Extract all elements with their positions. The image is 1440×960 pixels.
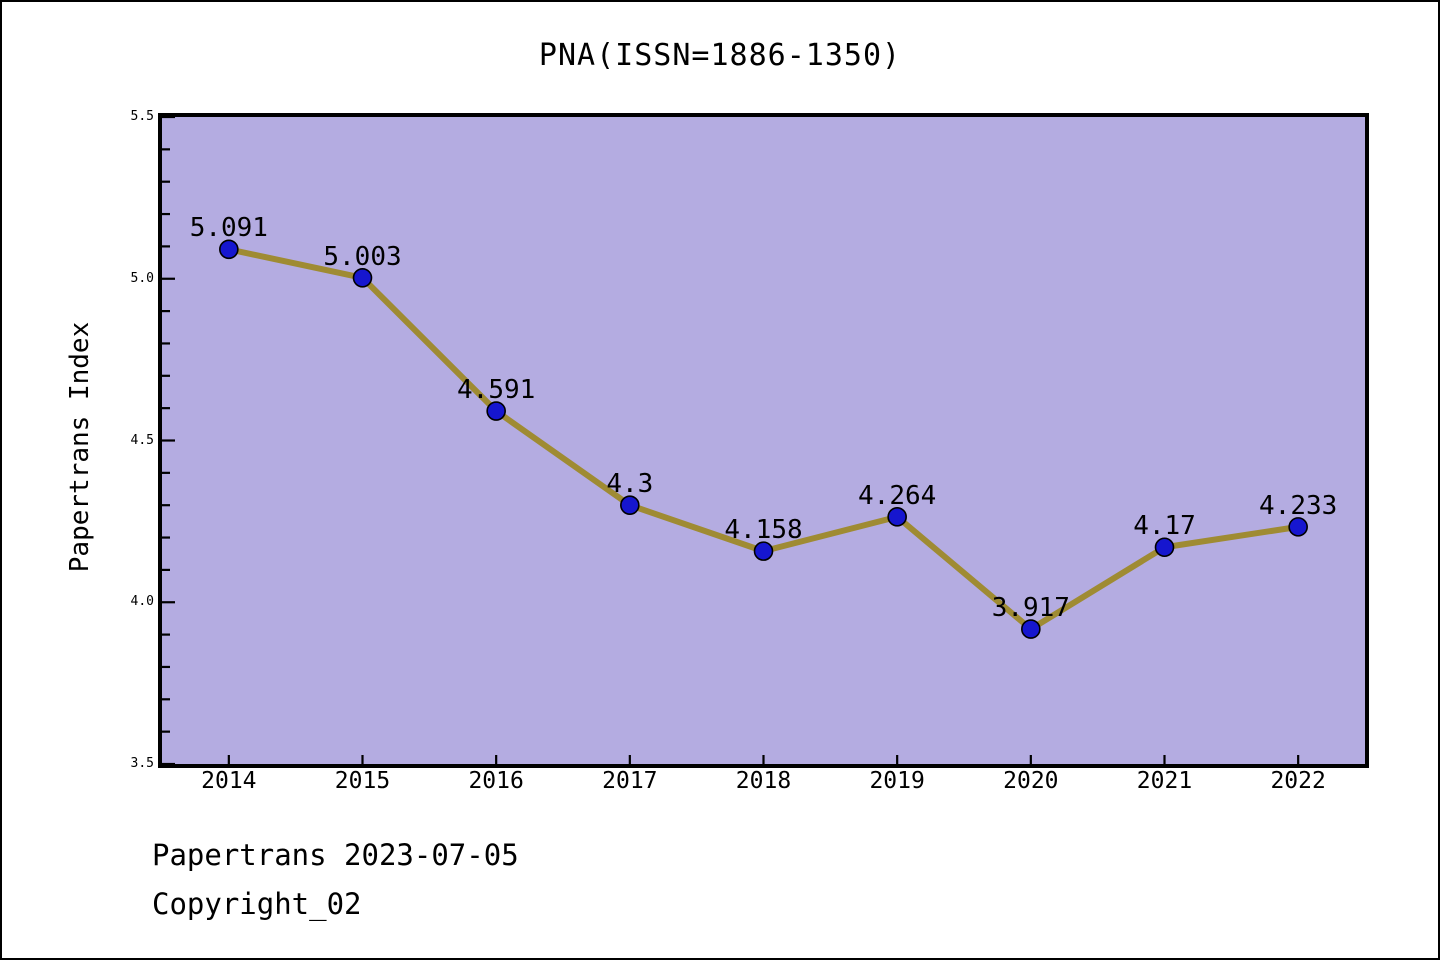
y-tick-label: 5.5 bbox=[130, 109, 154, 124]
footer-date: Papertrans 2023-07-05 bbox=[152, 838, 519, 872]
y-tick-label: 4.5 bbox=[130, 432, 154, 448]
y-tick-label: 5.0 bbox=[130, 270, 154, 286]
y-tick-label: 4.0 bbox=[130, 594, 154, 610]
x-tick-label: 2016 bbox=[468, 768, 524, 794]
x-tick-label: 2022 bbox=[1270, 768, 1326, 794]
y-tick-label: 3.5 bbox=[130, 756, 154, 771]
y-axis-label: Papertrans Index bbox=[65, 321, 95, 573]
line-plot-canvas bbox=[162, 117, 1365, 764]
data-point-label: 5.003 bbox=[323, 241, 402, 272]
data-point-label: 4.158 bbox=[724, 515, 803, 546]
data-point bbox=[1021, 619, 1041, 639]
data-point-label: 4.264 bbox=[858, 480, 937, 511]
plot-area bbox=[158, 113, 1369, 768]
data-point bbox=[887, 507, 907, 527]
data-point-label: 4.233 bbox=[1259, 490, 1338, 521]
data-point bbox=[1154, 537, 1175, 558]
footer-copyright: Copyright_02 bbox=[152, 887, 362, 921]
chart-title: PNA(ISSN=1886-1350) bbox=[538, 38, 902, 73]
data-point bbox=[352, 267, 373, 288]
data-point-label: 4.17 bbox=[1133, 511, 1196, 542]
data-point-label: 3.917 bbox=[991, 593, 1070, 624]
x-tick-label: 2015 bbox=[334, 768, 391, 794]
data-point bbox=[486, 401, 506, 421]
data-point-label: 4.591 bbox=[457, 375, 536, 406]
x-tick-label: 2020 bbox=[1003, 768, 1059, 794]
x-tick-label: 2021 bbox=[1136, 768, 1193, 794]
data-point bbox=[219, 239, 239, 260]
x-tick-label: 2014 bbox=[201, 768, 257, 794]
data-point-label: 5.091 bbox=[189, 213, 268, 244]
data-point-label: 4.3 bbox=[606, 469, 654, 500]
plot-background bbox=[162, 117, 1365, 764]
data-point bbox=[620, 495, 640, 516]
x-tick-label: 2017 bbox=[602, 768, 658, 794]
data-point bbox=[1288, 517, 1308, 537]
x-tick-label: 2019 bbox=[869, 768, 925, 794]
x-tick-label: 2018 bbox=[735, 768, 792, 794]
data-point bbox=[753, 541, 774, 561]
